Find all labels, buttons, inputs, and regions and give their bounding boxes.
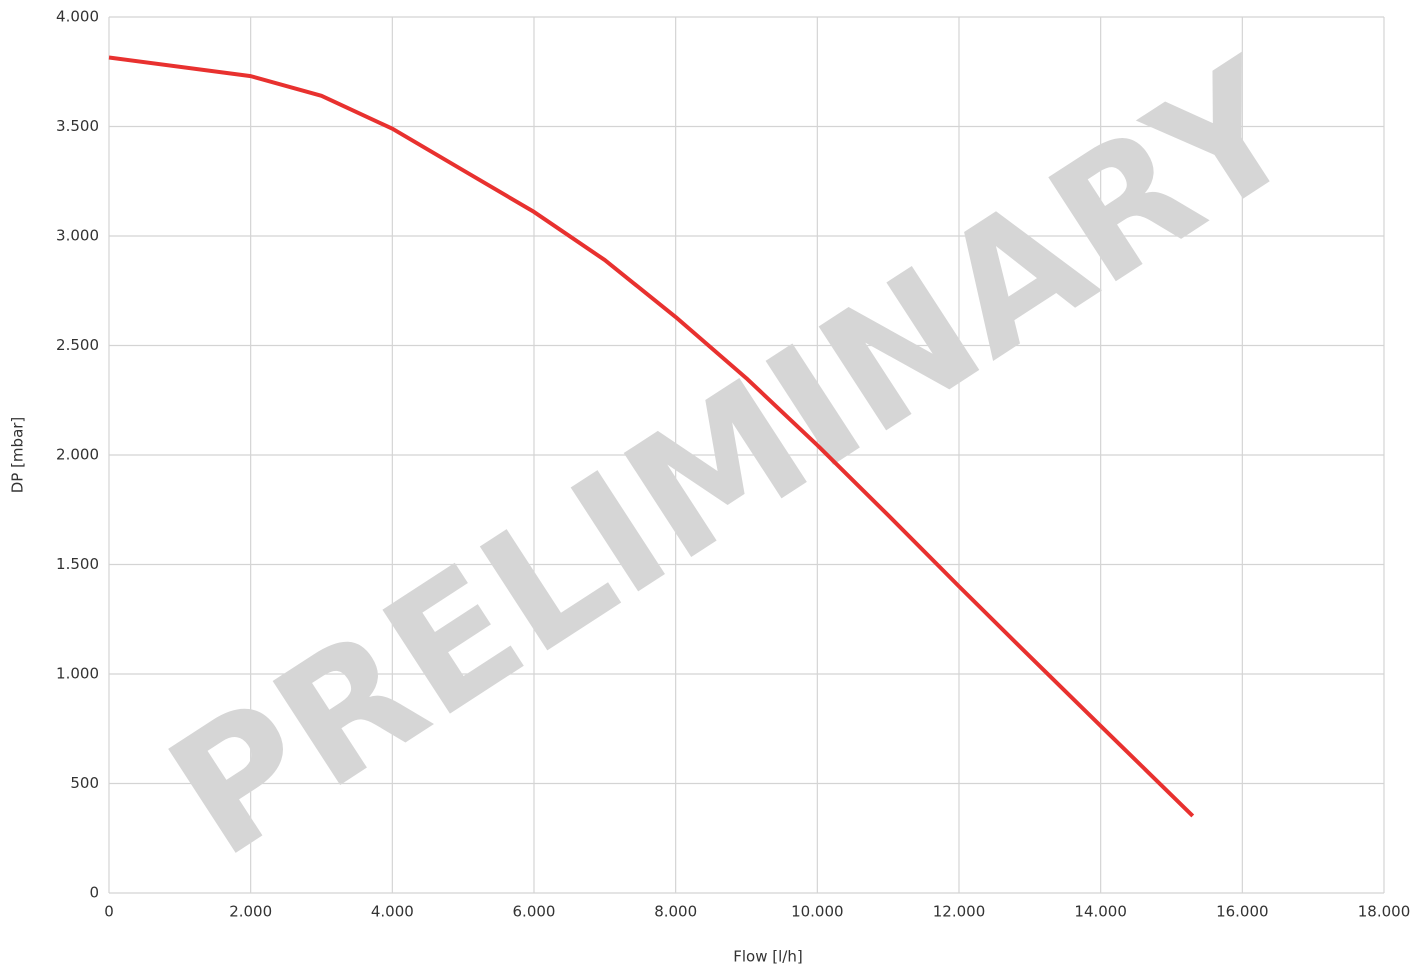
x-tick-label: 14.000 <box>1074 903 1127 921</box>
x-tick-label: 6.000 <box>513 903 556 921</box>
y-axis-label: DP [mbar] <box>9 417 27 494</box>
x-tick-label: 2.000 <box>229 903 272 921</box>
line <box>108 55 1195 818</box>
y-tick-label: 1.000 <box>56 665 99 683</box>
x-tick-label: 0 <box>104 903 114 921</box>
x-tick-label: 16.000 <box>1216 903 1269 921</box>
y-tick-label: 2.000 <box>56 446 99 464</box>
y-tick-label: 0 <box>89 884 99 902</box>
x-tick-label: 4.000 <box>371 903 414 921</box>
y-tick-label: 3.000 <box>56 227 99 245</box>
x-tick-label: 10.000 <box>791 903 844 921</box>
watermark: PRELIMINARY <box>137 24 1332 896</box>
y-tick-label: 2.500 <box>56 336 99 354</box>
x-axis-label: Flow [l/h] <box>733 948 802 966</box>
x-tick-label: 12.000 <box>933 903 986 921</box>
x-tick-label: 8.000 <box>654 903 697 921</box>
y-tick-label: 3.500 <box>56 117 99 135</box>
y-tick-label: 1.500 <box>56 555 99 573</box>
x-tick-label: 18.000 <box>1358 903 1411 921</box>
y-tick-label: 500 <box>70 774 99 792</box>
y-tick-label: 4.000 <box>56 8 99 26</box>
